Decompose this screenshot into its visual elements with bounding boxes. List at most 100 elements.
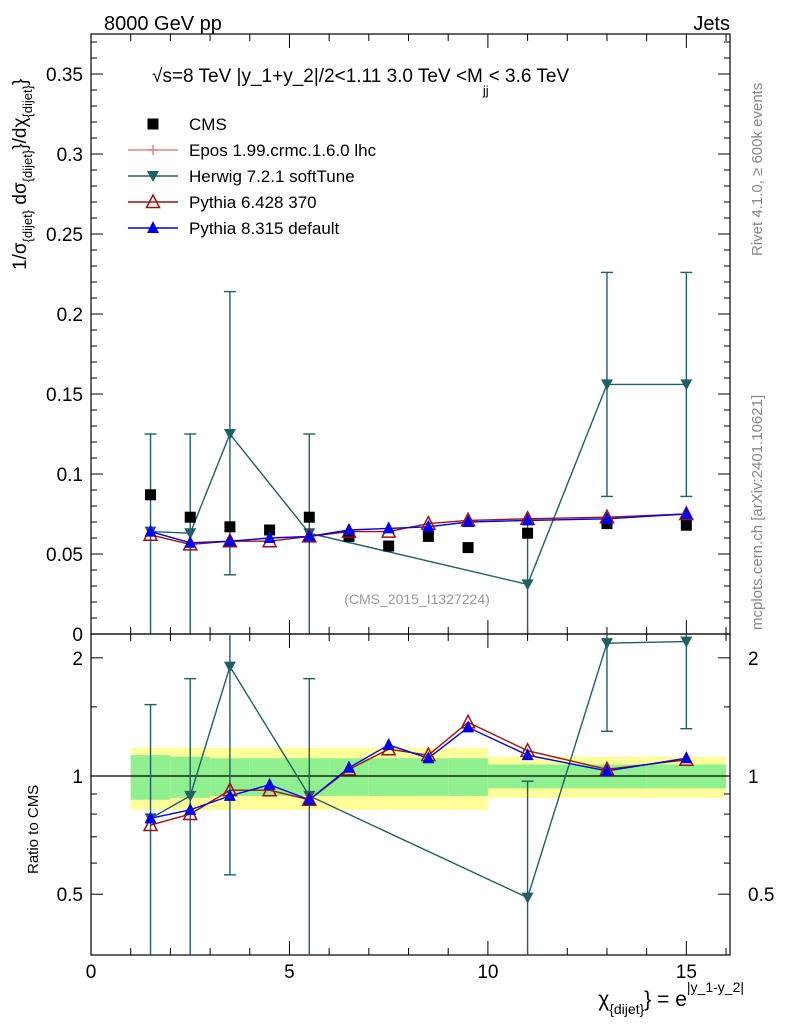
pythia8-point [223,534,236,547]
cms-point [145,489,157,501]
pythia8-ratio-point [144,811,157,824]
pythia8-ratio-point [680,751,693,764]
cms-point [522,527,534,539]
pythia8-point [521,513,534,526]
pythia8-point [342,523,355,535]
cms-point [184,511,196,523]
title-mjj-sub: jj [482,83,489,98]
ratio-ytick-label-right: 1 [748,767,759,788]
rivet-version-label: Rivet 4.1.0, ≥ 600k events [749,83,766,256]
pythia6-ratio-point [142,816,159,832]
pythia8-ratio-point [184,802,197,815]
ratio-ylabel: Ratio to CMS [25,785,42,874]
herwig-ratio-point [184,790,197,802]
herwig-ratio-point [521,892,534,904]
legend-label-herwig: Herwig 7.2.1 softTune [189,167,355,186]
pythia6-point [678,505,695,521]
top-ytick-label: 0.15 [46,385,83,406]
pythia8-ratio-point [422,751,435,764]
ratio-ytick-label: 1 [72,767,83,788]
pythia6-ratio-line [150,721,687,826]
pythia8-point [144,524,157,537]
pythia8-ratio-point [382,737,395,750]
legend-marker-cms [147,118,159,130]
herwig-point [680,379,693,391]
ratio-band-inner [408,758,449,796]
top-ytick-label: 0.1 [57,465,83,486]
herwig-point [223,429,236,440]
cms-point [264,524,276,536]
pythia8-ratio-point [521,748,534,761]
herwig-point [521,579,534,591]
xtick-label: 15 [676,962,697,983]
title-part2: < 3.6 TeV [489,66,570,87]
ratio-ytick-label-right: 0.5 [748,885,774,906]
legend-marker-py8 [147,221,159,233]
pythia8-ratio-point [223,788,236,801]
xtick-label: 10 [477,962,498,983]
pythia8-ratio-point [600,763,613,776]
herwig-line [150,383,687,586]
cms-point [224,521,236,533]
plot-title: √s=8 TeV |y_1+y_2|/2<1.11 3.0 TeV <Mjj< … [152,66,569,98]
cms-point [422,530,434,542]
legend-label-cms: CMS [189,115,227,134]
sqrt-symbol: √ [152,66,163,87]
top-ytick-label: 0.35 [46,65,83,86]
ratio-ytick-label: 2 [72,649,83,670]
pythia8-point [680,507,693,519]
pythia8-ratio-point [462,720,475,733]
mcplots-label: mcplots.cern.ch [arXiv:2401.10621] [749,395,766,630]
pythia8-ratio-point [342,760,355,773]
herwig-point [600,379,613,391]
pythia8-ratio-line [150,726,687,820]
pythia8-point [184,535,197,548]
xlabel: χ{dijet}} = e|y_1-y_2| [598,979,744,1017]
top-ytick-label: 0.05 [46,545,83,566]
pythia8-line [150,513,687,544]
pythia8-point [600,511,613,524]
legend-label-py6: Pythia 6.428 370 [189,193,317,212]
top-ytick-label: 0.3 [57,145,83,166]
pythia8-point [422,519,435,532]
cms-point [462,542,474,554]
pythia6-point [301,527,318,543]
pythia8-ratio-point [263,777,276,790]
top-ytick-label: 0 [72,625,83,646]
legend-marker-py6 [145,193,161,209]
herwig-ratio-point [680,636,693,648]
top-ytick-label: 0.2 [57,305,83,326]
header-jets-label: Jets [693,13,730,35]
top-panel: 0 0.05 0.1 0.15 0.2 0.25 0.3 0.35 [46,33,731,646]
legend-marker-herwig [147,171,159,182]
analysis-label: (CMS_2015_I1327224) [344,591,490,607]
pythia8-point [462,515,475,527]
xtick-label: 5 [284,962,295,983]
herwig-ratio-point [223,661,236,673]
ratio-band-inner [368,758,409,796]
legend-label-py8: Pythia 8.315 default [189,219,340,238]
pythia8-point [263,531,276,543]
legend-marker-epos [148,145,158,155]
header-energy-label: 8000 GeV pp [104,13,222,35]
xtick-label: 0 [86,962,97,983]
cms-point [303,511,315,523]
ratio-ytick-label: 0.5 [57,885,83,906]
legend-label-epos: Epos 1.99.crmc.1.6.0 lhc [189,141,377,160]
herwig-ratio-point [600,638,613,650]
cms-point [383,540,395,552]
pythia6-ratio-point [301,791,318,807]
title-part1: s=8 TeV |y_1+y_2|/2<1.11 3.0 TeV <M [162,66,482,87]
top-ylabel: 1/σ{dijet} dσ{dijet}}/dχ{dijet}} [10,79,35,270]
ratio-panel: 0.5 0.5 1 1 2 2 0 5 10 15 [57,633,774,983]
cms-point [680,519,692,531]
bottom-frame [90,633,731,956]
pythia6-point [222,532,238,548]
top-ytick-label: 0.25 [46,225,83,246]
herwig-point [184,528,197,540]
ratio-band-inner [448,758,488,796]
pythia8-ratio-point [303,792,316,805]
ratio-ytick-label-right: 2 [748,649,759,670]
pythia8-point [382,521,395,534]
